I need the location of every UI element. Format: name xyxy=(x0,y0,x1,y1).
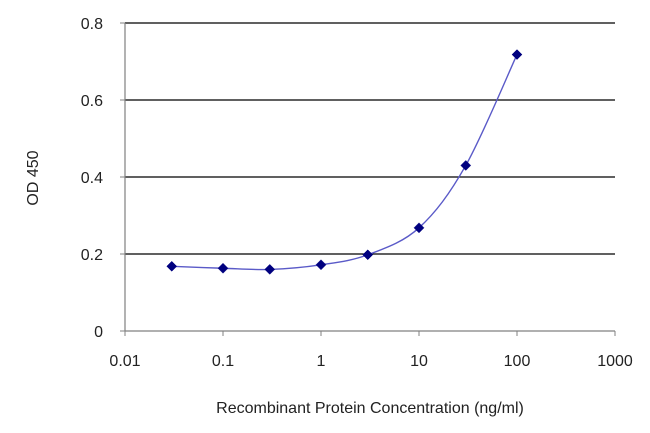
data-point-4 xyxy=(362,249,374,261)
y-tick-label-1: 0.2 xyxy=(81,247,103,264)
tick-labels: 0 0.2 0.4 0.6 0.8 0.01 0.1 1 10 100 1000 xyxy=(81,16,633,370)
x-axis-title: Recombinant Protein Concentration (ng/ml… xyxy=(216,400,524,417)
x-tick-label-3: 10 xyxy=(410,353,428,370)
x-tick-label-4: 100 xyxy=(504,353,531,370)
data-point-2 xyxy=(264,264,276,275)
data-points xyxy=(166,49,523,275)
data-point-7 xyxy=(511,49,523,60)
fit-curve xyxy=(171,54,518,271)
axes xyxy=(120,22,616,336)
data-point-6 xyxy=(460,160,472,171)
fit-curve-line-0 xyxy=(171,54,518,271)
y-axis-title: OD 450 xyxy=(25,150,42,205)
gridlines xyxy=(125,22,615,255)
y-tick-label-0: 0 xyxy=(94,324,103,341)
y-tick-label-3: 0.6 xyxy=(81,93,103,110)
data-point-3 xyxy=(315,259,327,271)
x-tick-label-2: 1 xyxy=(317,353,326,370)
x-tick-label-1: 0.1 xyxy=(212,353,234,370)
y-tick-label-4: 0.8 xyxy=(81,16,103,33)
x-tick-label-0: 0.01 xyxy=(109,353,140,370)
data-point-1 xyxy=(217,262,229,274)
x-tick-label-5: 1000 xyxy=(597,353,633,370)
data-point-0 xyxy=(166,260,178,272)
data-point-5 xyxy=(413,222,425,234)
y-tick-label-2: 0.4 xyxy=(81,170,103,187)
